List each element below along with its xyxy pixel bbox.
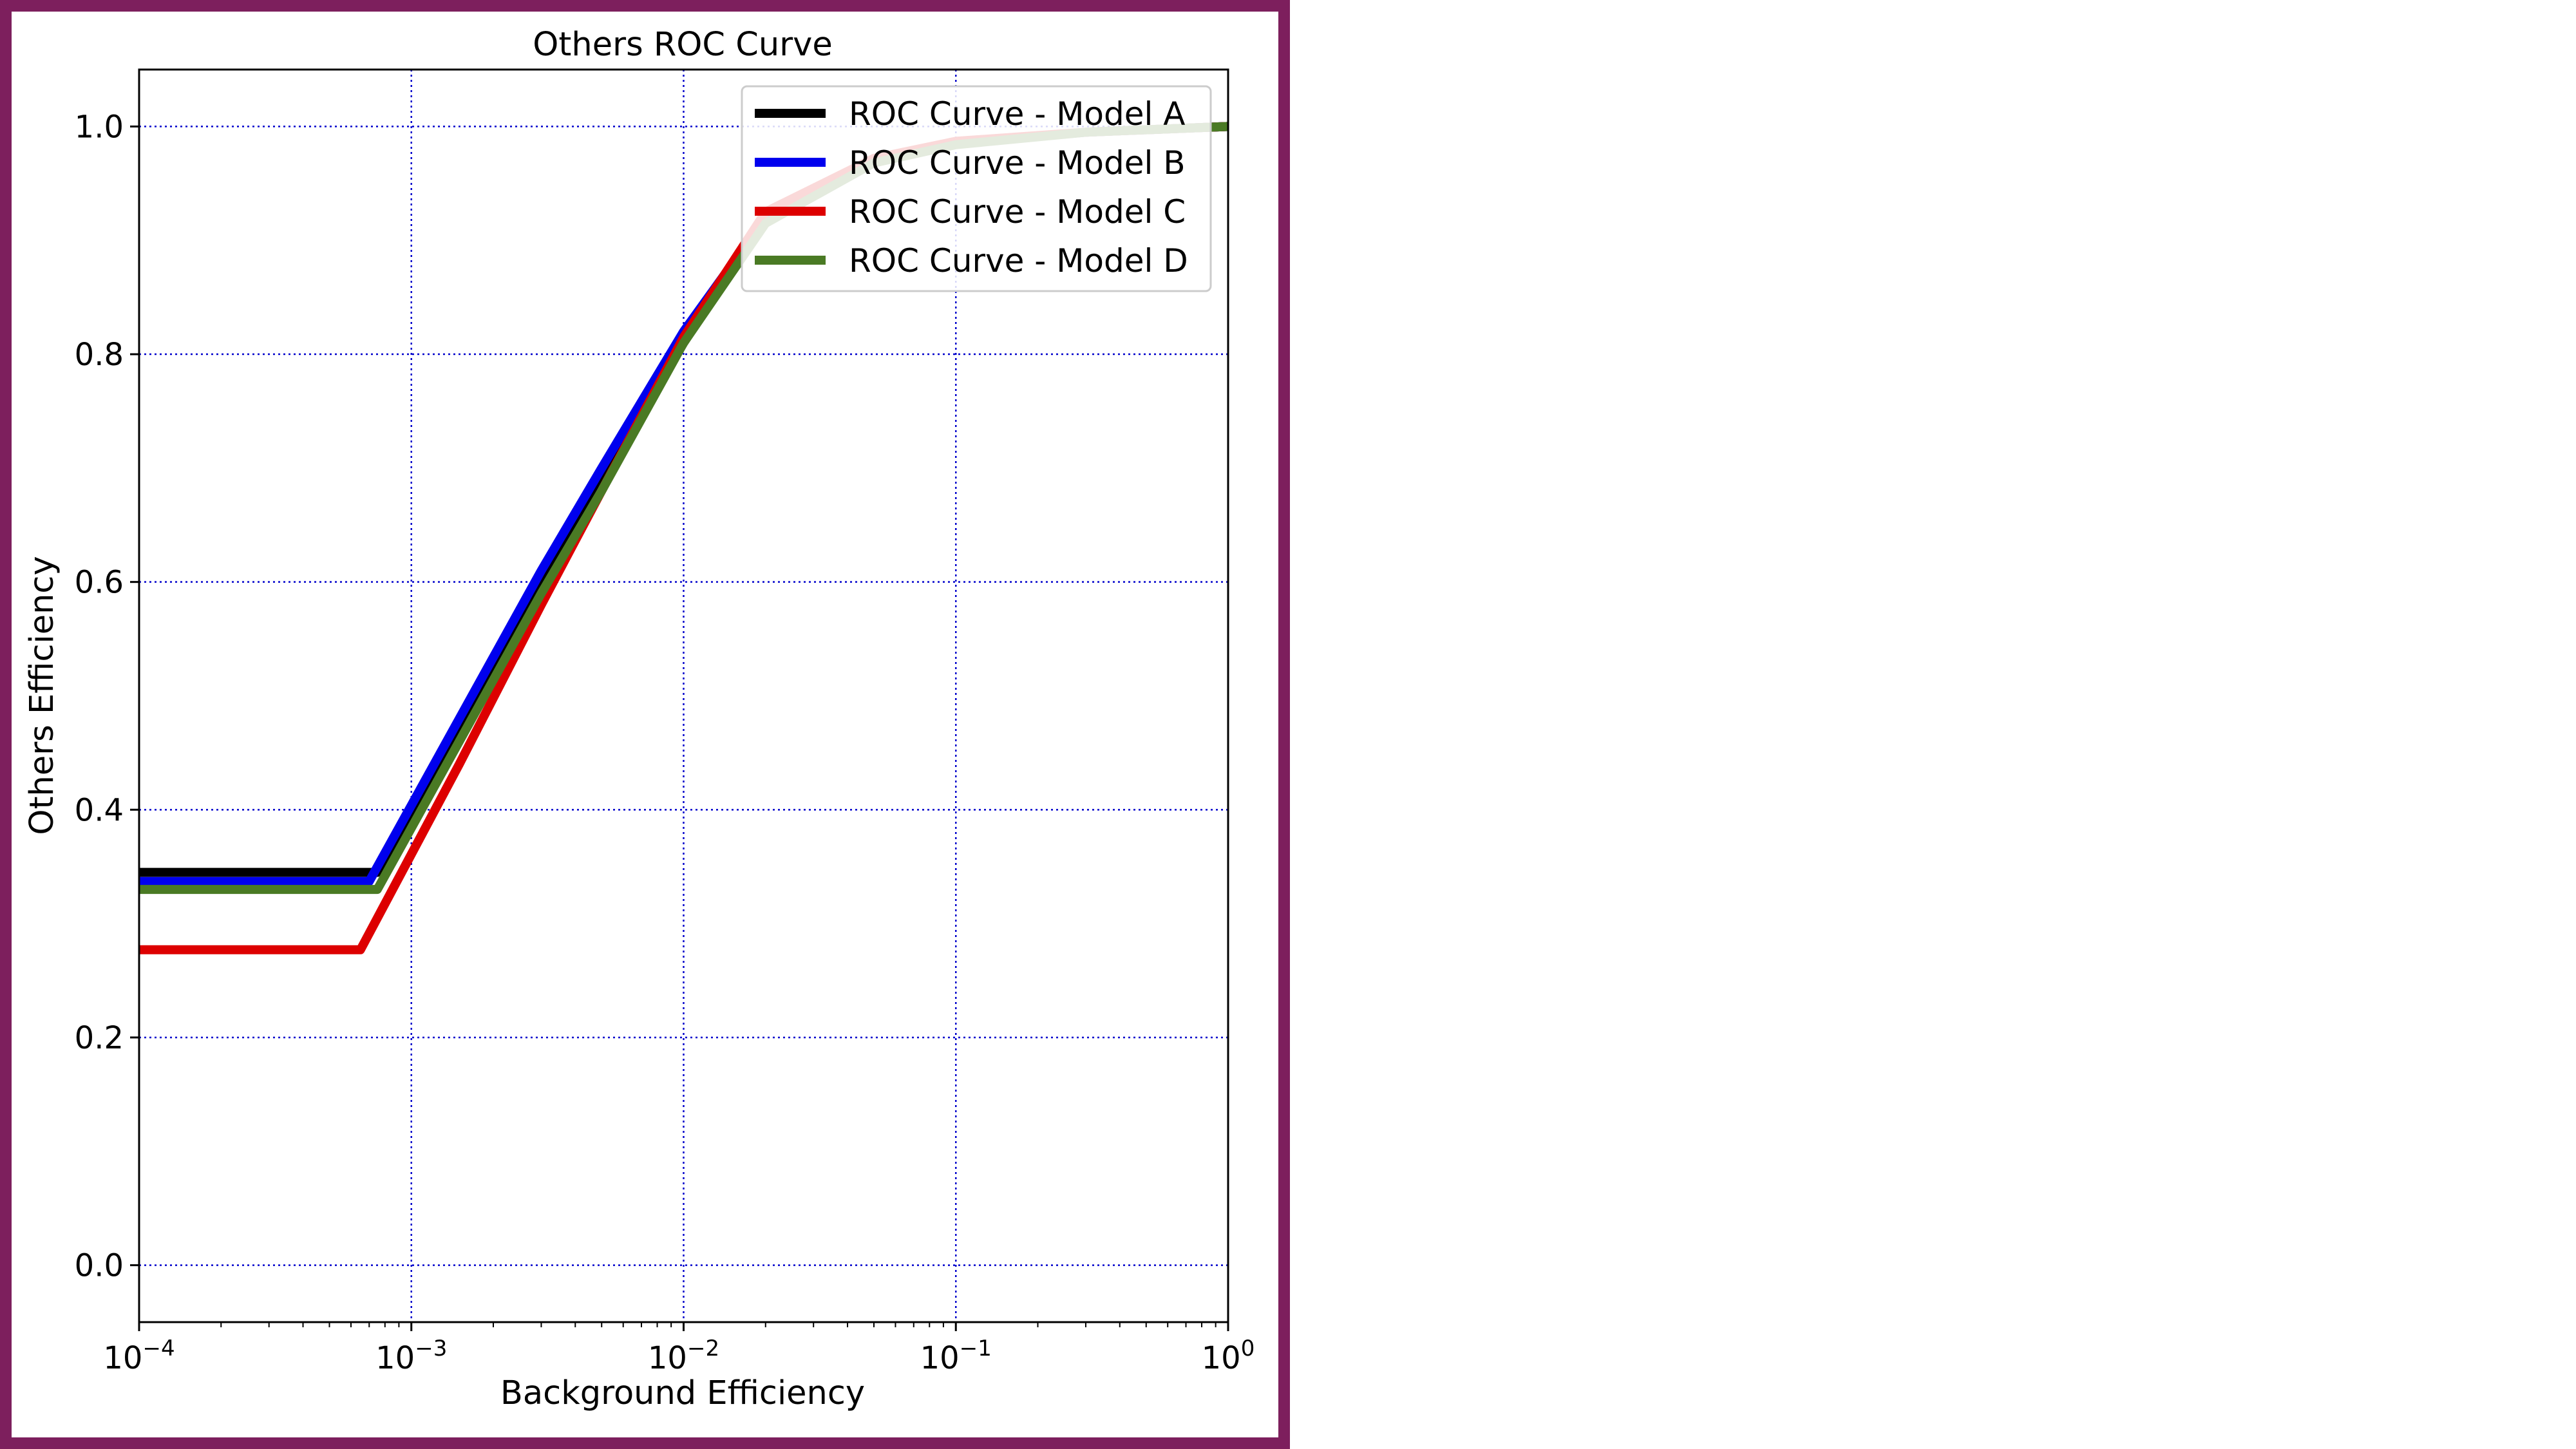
legend-box <box>741 85 1212 292</box>
y-axis-title: Others Efficiency <box>23 556 61 835</box>
x-tick-label: 10−4 <box>103 1336 175 1376</box>
x-axis-title: Background Efficiency <box>500 1374 865 1412</box>
y-tick-label: 0.2 <box>75 1020 124 1056</box>
y-tick-label: 0.6 <box>75 565 124 601</box>
legend: ROC Curve - Model A ROC Curve - Model B RO… <box>741 85 1212 292</box>
y-tick-label: 0.4 <box>75 792 124 828</box>
chart-title: Others ROC Curve <box>533 26 832 64</box>
y-tick-label: 0.0 <box>75 1248 124 1284</box>
y-tick-label: 0.8 <box>75 337 124 373</box>
x-tick-label: 10−1 <box>920 1336 992 1376</box>
x-axis-ticks: 10−4 10−3 10−2 10−1 100 <box>103 1322 1255 1376</box>
x-tick-label: 100 <box>1202 1336 1255 1376</box>
legend-label: ROC Curve - Model C <box>849 193 1186 231</box>
y-tick-label: 1.0 <box>75 109 124 145</box>
legend-label: ROC Curve - Model B <box>849 144 1186 182</box>
legend-label: ROC Curve - Model D <box>849 242 1188 279</box>
y-axis-ticks: 0.0 0.2 0.4 0.6 0.8 1.0 <box>75 109 139 1284</box>
x-tick-label: 10−3 <box>375 1336 447 1376</box>
x-tick-label: 10−2 <box>648 1336 719 1376</box>
legend-label: ROC Curve - Model A <box>849 95 1185 133</box>
